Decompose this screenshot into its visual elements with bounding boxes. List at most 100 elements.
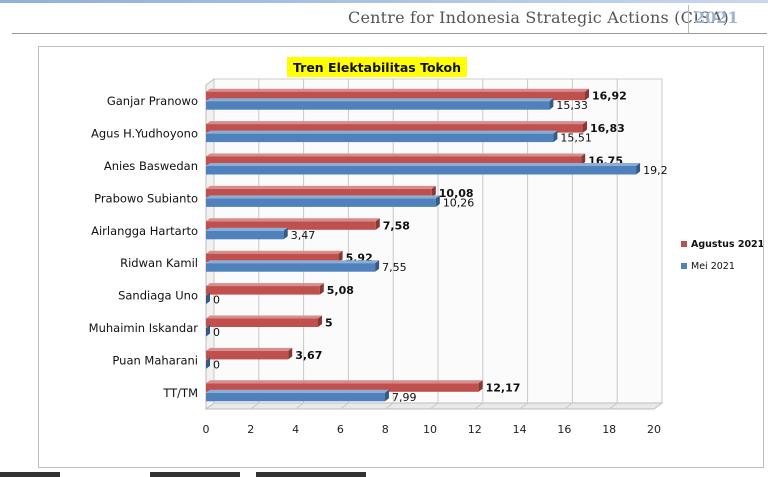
bar-agustus-2021: [206, 221, 376, 230]
gridline-floor: [564, 402, 573, 410]
bar-end-face: [283, 227, 288, 240]
gridline-floor: [384, 402, 394, 410]
bar-top-face: [206, 185, 436, 189]
data-label: 15,51: [560, 132, 592, 145]
bar-mei-2021: [206, 230, 284, 240]
category-label: Ganjar Pranowo: [107, 94, 198, 108]
gridline-floor: [205, 402, 215, 410]
x-tick-label: 12: [468, 423, 482, 436]
bar-end-face: [478, 380, 483, 392]
bar-end-face: [636, 163, 641, 175]
data-label: 7,55: [382, 261, 407, 274]
category-label: Muhaimin Iskandar: [89, 321, 199, 335]
bar-end-face: [338, 250, 343, 263]
gridline-floor: [653, 402, 663, 410]
bar-agustus-2021: [206, 350, 289, 360]
report-year: 2021: [694, 8, 739, 27]
bar-agustus-2021: [206, 91, 586, 101]
bar-end-face: [288, 347, 293, 360]
x-tick-label: 4: [292, 423, 299, 436]
bar-top-face: [206, 227, 288, 231]
bar-top-face: [206, 98, 554, 102]
bar-end-face: [384, 389, 389, 402]
bar-end-face: [206, 325, 210, 337]
bottom-decoration: [0, 472, 768, 477]
bar-top-face: [206, 389, 389, 393]
x-tick-label: 16: [557, 423, 571, 436]
bar-mei-2021: [206, 392, 385, 402]
bar-top-face: [206, 260, 380, 264]
bar-top-face: [206, 195, 440, 199]
chart-title: Tren Elektabilitas Tokoh: [293, 60, 461, 75]
bar-end-face: [549, 98, 554, 110]
data-label: 0: [213, 358, 220, 371]
bar-top-face: [206, 315, 322, 319]
gridline-floor: [429, 402, 439, 410]
bar-agustus-2021: [206, 286, 320, 295]
bar-top-face: [206, 121, 587, 125]
gridline-floor: [295, 402, 304, 410]
legend-label: Agustus 2021: [691, 239, 763, 250]
bar-agustus-2021: [206, 156, 582, 165]
header-separator: [688, 5, 689, 33]
data-label: 10,08: [439, 187, 474, 200]
legend-swatch: [681, 263, 687, 269]
bar-top-face: [206, 250, 343, 254]
bar-agustus-2021: [206, 383, 479, 392]
bar-top-face: [206, 153, 586, 157]
bar-top-face: [206, 380, 483, 384]
data-label: 0: [213, 294, 220, 307]
category-label: Sandiaga Uno: [118, 289, 198, 303]
bar-end-face: [582, 121, 587, 133]
category-label: Prabowo Subianto: [94, 191, 198, 205]
bar-end-face: [319, 283, 324, 295]
bar-top-face: [206, 347, 293, 351]
gridline-floor: [340, 402, 349, 410]
data-label: 0: [213, 326, 220, 339]
bar-end-face: [553, 130, 558, 143]
data-label: 5,08: [327, 284, 354, 297]
gridline-floor: [608, 402, 618, 410]
bar-end-face: [435, 195, 440, 207]
organization-name: Centre for Indonesia Strategic Actions (…: [348, 8, 729, 27]
chart-title-highlight: [287, 57, 467, 77]
category-label: Agus H.Yudhoyono: [91, 127, 198, 141]
bar-agustus-2021: [206, 253, 339, 263]
data-label: 5: [325, 317, 333, 330]
bar-top-face: [206, 283, 324, 287]
data-label: 12,17: [486, 381, 521, 394]
bar-mei-2021: [206, 198, 436, 207]
bar-mei-2021: [206, 101, 550, 110]
bar-end-face: [585, 88, 590, 101]
category-label: Puan Maharani: [112, 353, 198, 367]
gridline-floor: [250, 402, 260, 410]
x-tick-label: 14: [513, 423, 527, 436]
category-label: Airlangga Hartarto: [91, 224, 198, 238]
legend-label: Mei 2021: [691, 261, 735, 272]
category-label: Ridwan Kamil: [120, 256, 198, 270]
x-tick-label: 0: [203, 423, 210, 436]
data-label: 7,58: [383, 219, 410, 232]
bar-top-face: [206, 218, 380, 222]
bar-end-face: [375, 218, 380, 230]
gridline-floor: [519, 402, 528, 410]
data-label: 19,2: [643, 164, 668, 177]
x-tick-label: 18: [602, 423, 616, 436]
bar-chart: 0 2 4 6 8 10 12 14 16 18 20 Tren Elektabilitas Toko…: [89, 57, 764, 436]
bottom-bar-segment: [150, 472, 240, 477]
category-label: Anies Baswedan: [104, 159, 198, 173]
x-tick-label: 10: [423, 423, 437, 436]
bar-top-face: [206, 130, 558, 134]
x-tick-label: 20: [647, 423, 661, 436]
bar-agustus-2021: [206, 124, 583, 133]
gridline-floor: [474, 402, 484, 410]
bar-mei-2021: [206, 133, 554, 143]
data-label: 16,83: [590, 122, 625, 135]
bar-mei-2021: [206, 263, 376, 272]
bottom-bar-segment: [0, 472, 60, 477]
top-accent-rule: [0, 0, 768, 3]
bar-end-face: [375, 260, 380, 272]
data-label: 7,99: [392, 391, 417, 404]
bar-end-face: [431, 185, 436, 198]
bar-agustus-2021: [206, 318, 318, 327]
